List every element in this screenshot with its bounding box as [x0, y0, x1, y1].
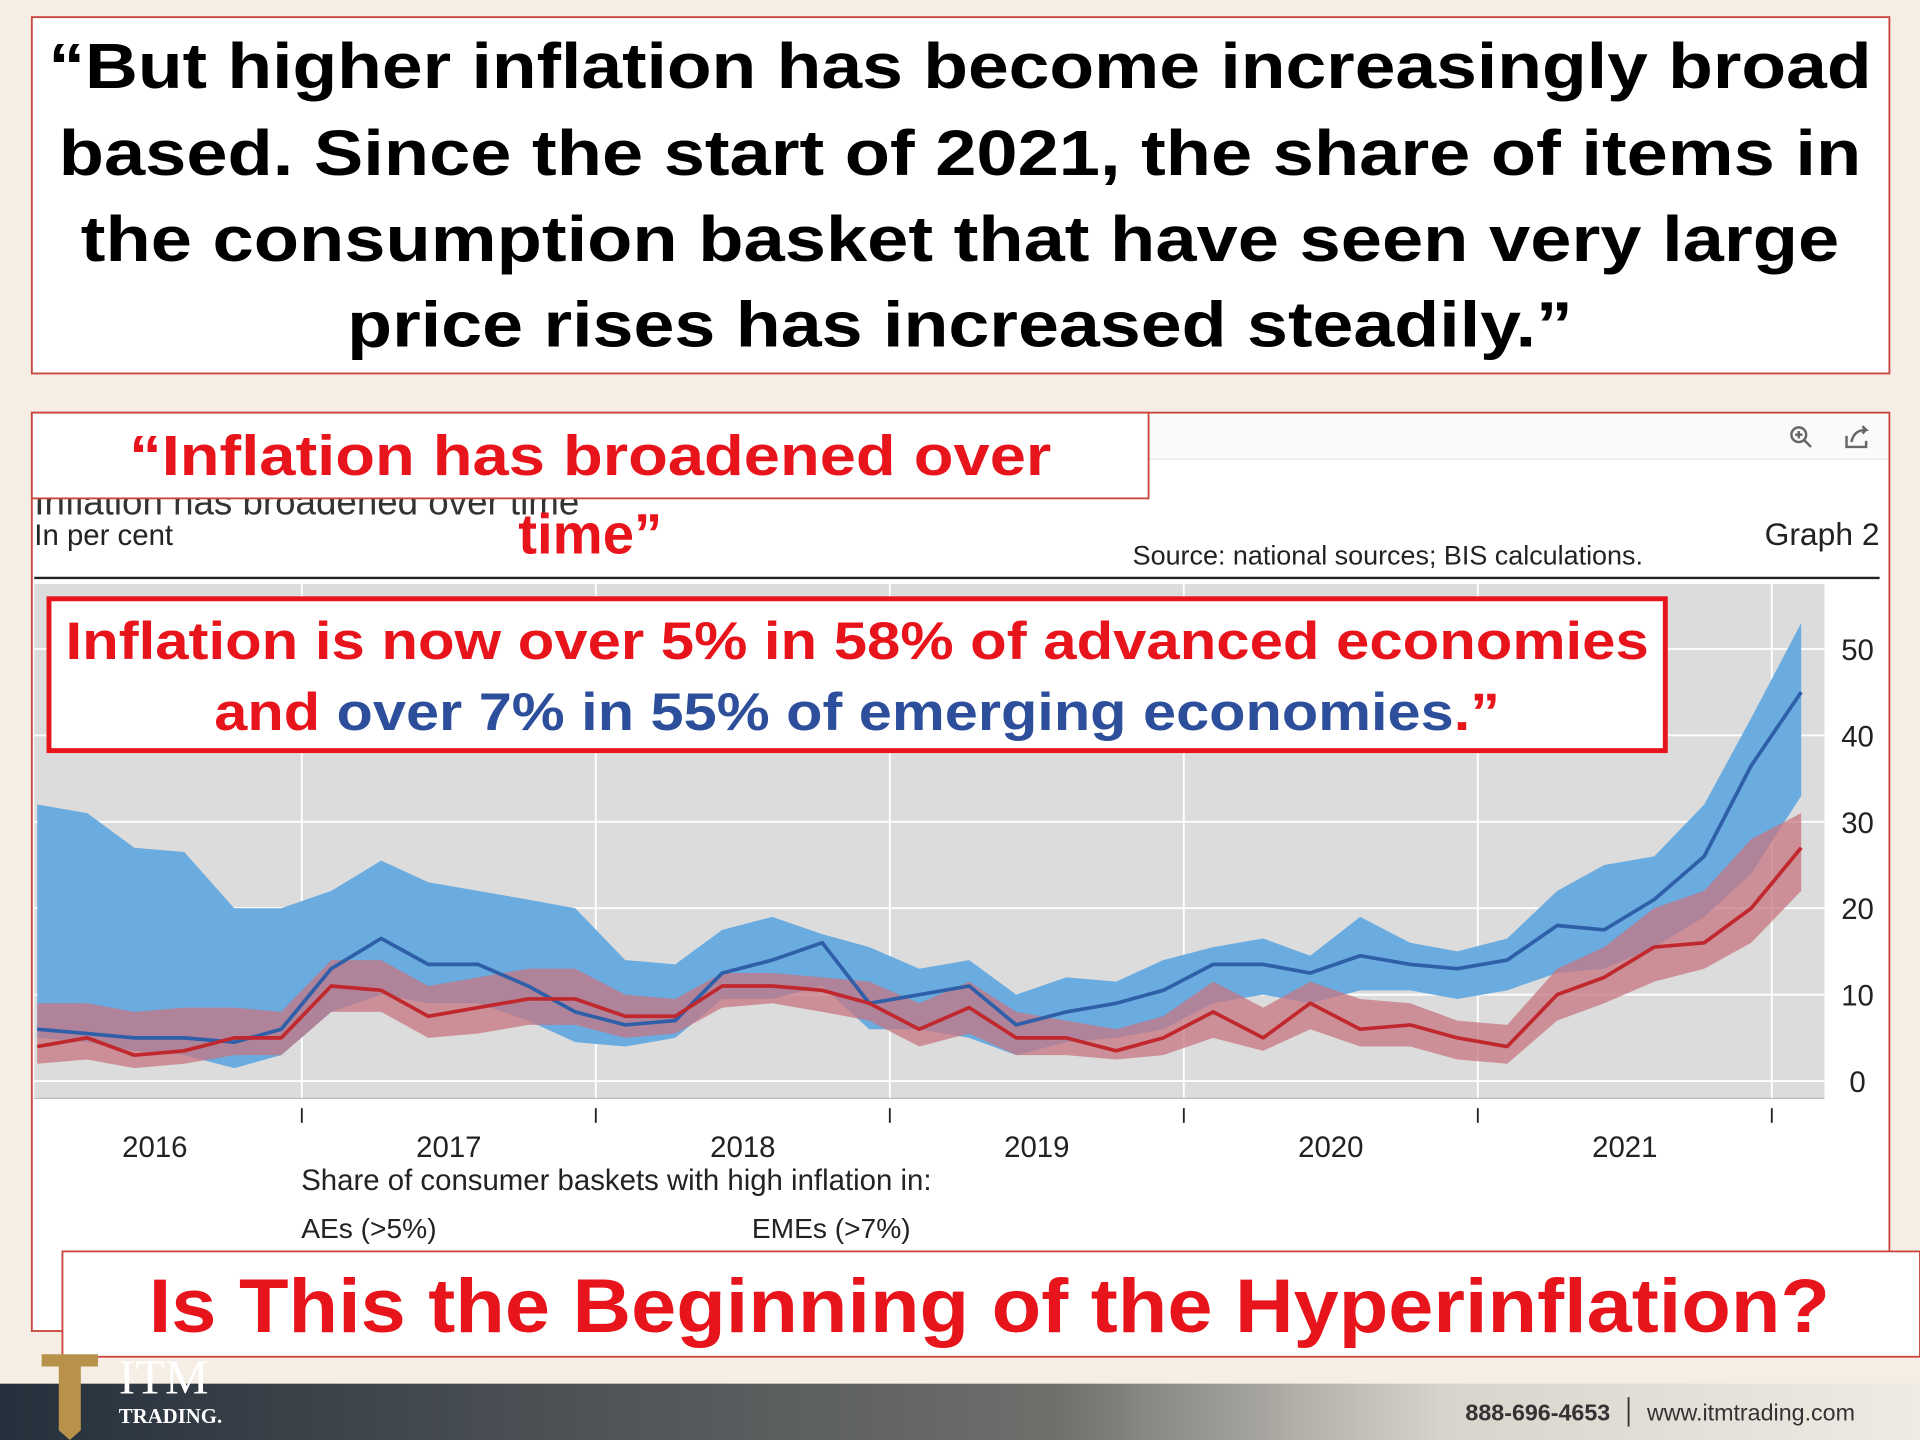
headline-line: price rises has increased steadily.” — [347, 290, 1573, 361]
logo-mark — [41, 1354, 98, 1440]
question-box — [61, 1250, 1920, 1358]
annotation-span: and — [214, 683, 336, 742]
y-tick-label: 0 — [1849, 1066, 1865, 1099]
y-tick-label: 30 — [1841, 807, 1874, 840]
phone: 888-696-4653 — [1465, 1399, 1610, 1425]
annotation-line: and over 7% in 55% of emerging economies… — [214, 683, 1500, 742]
annotation-line: Inflation is now over 5% in 58% of advan… — [66, 612, 1649, 671]
chart-title: Inflation has broadened over time — [34, 481, 579, 522]
annotation-span: .” — [1454, 683, 1500, 742]
headline-line: “But higher inflation has become increas… — [48, 31, 1871, 102]
band — [37, 813, 1802, 1069]
series-line — [37, 691, 1803, 1045]
x-tick-label: 2018 — [710, 1131, 775, 1164]
x-tick-label: 2017 — [416, 1131, 481, 1164]
headline-box — [30, 16, 1891, 375]
chart-subtitle: In per cent — [34, 519, 173, 552]
x-tick-label: 2016 — [122, 1131, 187, 1164]
website: www.itmtrading.com — [1646, 1399, 1855, 1425]
annotation-span: over 7% in 55% of emerging economies — [337, 683, 1454, 742]
legend-entry: AEs (>5%) — [301, 1213, 436, 1244]
x-tick-label: 2021 — [1592, 1131, 1657, 1164]
headline-line: based. Since the start of 2021, the shar… — [59, 118, 1861, 189]
legend-title: Share of consumer baskets with high infl… — [301, 1164, 931, 1197]
y-tick-label: 10 — [1841, 980, 1874, 1013]
y-tick-label: 50 — [1841, 634, 1874, 667]
y-tick-label: 40 — [1841, 720, 1874, 753]
callout-title: “Inflation has broadened over — [129, 424, 1051, 487]
annotation-box — [46, 596, 1668, 754]
series-line — [36, 846, 1803, 1057]
chart-source: Source: national sources; BIS calculatio… — [1133, 540, 1643, 570]
callout-box — [30, 411, 1150, 500]
brand-sub: TRADING. — [119, 1404, 222, 1428]
x-tick-label: 2019 — [1004, 1131, 1069, 1164]
share-icon[interactable] — [1845, 425, 1870, 449]
x-tick-label: 2020 — [1298, 1131, 1363, 1164]
zoom-icon[interactable] — [1790, 426, 1812, 448]
brand: ITM — [119, 1349, 209, 1404]
graph-label: Graph 2 — [1765, 516, 1880, 552]
footer-bar — [0, 1383, 1920, 1440]
headline-line: the consumption basket that have seen ve… — [81, 204, 1839, 275]
question: Is This the Beginning of the Hyperinflat… — [149, 1264, 1830, 1349]
legend-entry: EMEs (>7%) — [752, 1213, 911, 1244]
callout-title: time” — [518, 502, 662, 565]
y-tick-label: 20 — [1841, 893, 1874, 926]
